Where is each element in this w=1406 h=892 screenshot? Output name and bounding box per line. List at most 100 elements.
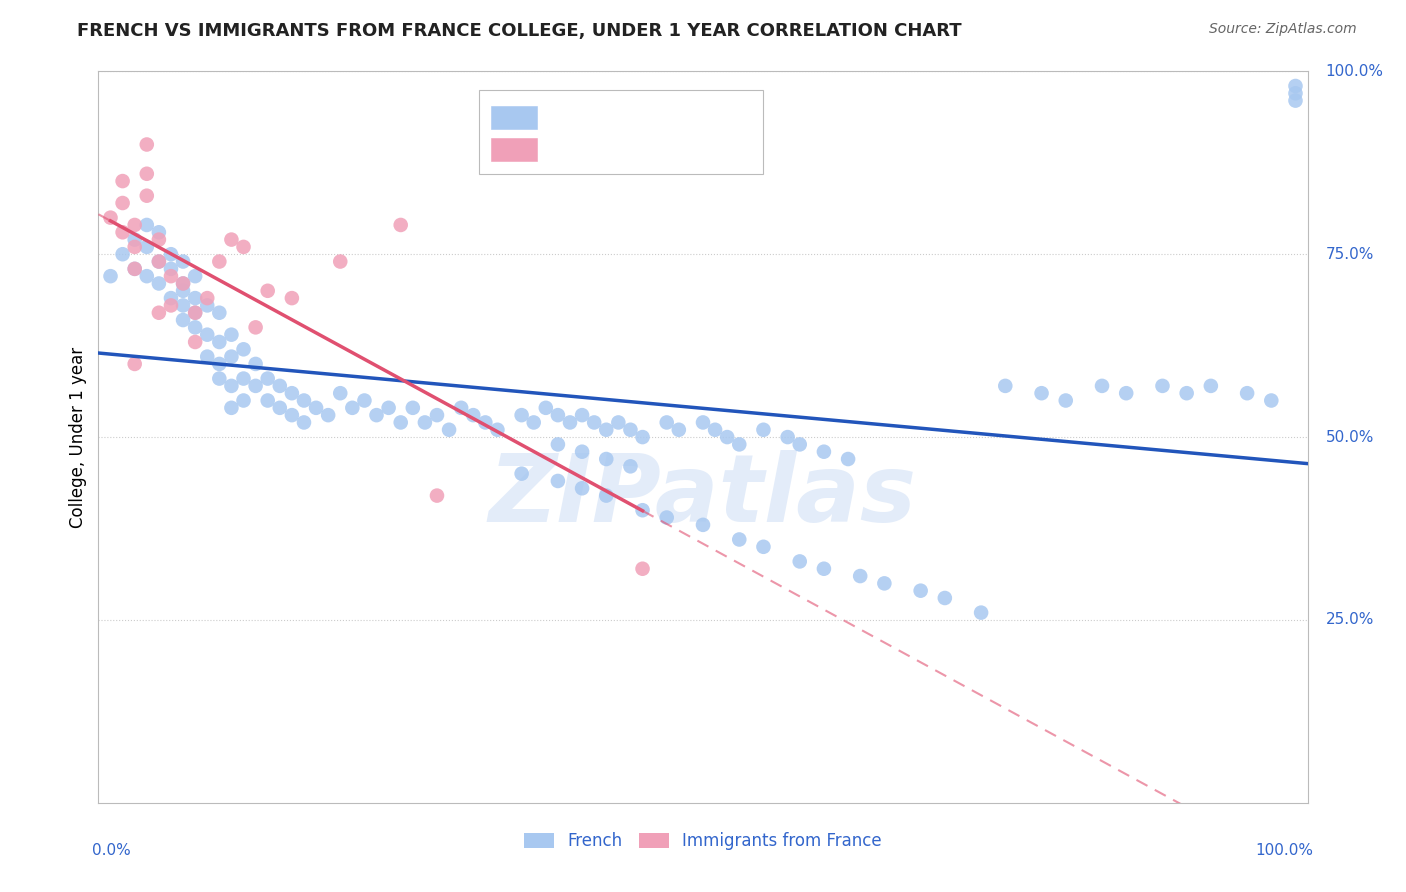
Point — [631, 503, 654, 517]
Point — [353, 393, 375, 408]
Point — [184, 334, 207, 349]
Point — [208, 357, 231, 371]
Point — [426, 489, 449, 503]
Point — [135, 188, 157, 202]
Point — [135, 240, 157, 254]
Point — [269, 379, 291, 393]
Point — [558, 416, 581, 430]
Point — [1054, 393, 1077, 408]
Point — [994, 379, 1017, 393]
Point — [208, 306, 231, 320]
Point — [366, 408, 388, 422]
Text: R = 0.013: R = 0.013 — [551, 110, 628, 125]
Point — [172, 277, 194, 291]
Text: Source: ZipAtlas.com: Source: ZipAtlas.com — [1209, 22, 1357, 37]
Point — [172, 277, 194, 291]
Point — [184, 306, 207, 320]
Point — [571, 481, 593, 495]
Point — [389, 416, 412, 430]
Text: 0.0%: 0.0% — [93, 843, 131, 858]
Point — [329, 254, 352, 268]
Text: 100.0%: 100.0% — [1256, 843, 1313, 858]
Point — [450, 401, 472, 415]
Point — [124, 218, 146, 232]
Point — [195, 291, 218, 305]
Point — [389, 218, 412, 232]
Point — [316, 408, 339, 422]
Point — [269, 401, 291, 415]
Point — [1284, 78, 1306, 93]
Point — [934, 591, 956, 605]
Point — [813, 444, 835, 458]
Point — [426, 408, 449, 422]
Point — [256, 371, 278, 385]
Point — [232, 371, 254, 385]
Point — [342, 401, 364, 415]
Point — [1175, 386, 1198, 401]
Point — [195, 298, 218, 312]
Point — [631, 562, 654, 576]
Point — [148, 254, 170, 268]
Point — [668, 423, 690, 437]
Point — [148, 225, 170, 239]
Point — [486, 423, 509, 437]
Point — [377, 401, 399, 415]
Point — [716, 430, 738, 444]
Point — [873, 576, 896, 591]
Point — [111, 196, 134, 211]
Point — [752, 423, 775, 437]
Point — [849, 569, 872, 583]
Point — [221, 379, 243, 393]
Point — [752, 540, 775, 554]
Text: 75.0%: 75.0% — [1326, 247, 1374, 261]
Point — [571, 408, 593, 422]
Point — [547, 474, 569, 488]
Point — [148, 254, 170, 268]
Y-axis label: College, Under 1 year: College, Under 1 year — [69, 346, 87, 528]
Point — [172, 313, 194, 327]
Point — [111, 247, 134, 261]
Point — [595, 452, 617, 467]
FancyBboxPatch shape — [492, 106, 537, 129]
Point — [124, 261, 146, 276]
Point — [692, 416, 714, 430]
Text: R = 0.174: R = 0.174 — [551, 142, 628, 157]
Point — [160, 261, 183, 276]
Point — [837, 452, 859, 467]
Point — [184, 306, 207, 320]
Point — [595, 489, 617, 503]
Point — [607, 416, 630, 430]
Point — [208, 334, 231, 349]
Point — [1152, 379, 1174, 393]
Point — [292, 416, 315, 430]
Point — [281, 408, 304, 422]
Point — [547, 408, 569, 422]
Point — [402, 401, 425, 415]
Point — [571, 444, 593, 458]
Point — [160, 247, 183, 261]
Point — [789, 437, 811, 451]
Point — [692, 517, 714, 532]
Point — [221, 233, 243, 247]
Point — [245, 320, 267, 334]
Point — [281, 291, 304, 305]
Point — [148, 306, 170, 320]
Point — [619, 459, 641, 474]
Point — [160, 291, 183, 305]
Point — [595, 423, 617, 437]
Point — [1284, 87, 1306, 101]
FancyBboxPatch shape — [479, 90, 763, 174]
Point — [172, 284, 194, 298]
Point — [329, 386, 352, 401]
Point — [124, 233, 146, 247]
Point — [221, 350, 243, 364]
Point — [1115, 386, 1137, 401]
Point — [184, 269, 207, 284]
Point — [232, 343, 254, 357]
Point — [256, 393, 278, 408]
Point — [256, 284, 278, 298]
Point — [619, 423, 641, 437]
Point — [789, 554, 811, 568]
Point — [510, 467, 533, 481]
Point — [135, 218, 157, 232]
